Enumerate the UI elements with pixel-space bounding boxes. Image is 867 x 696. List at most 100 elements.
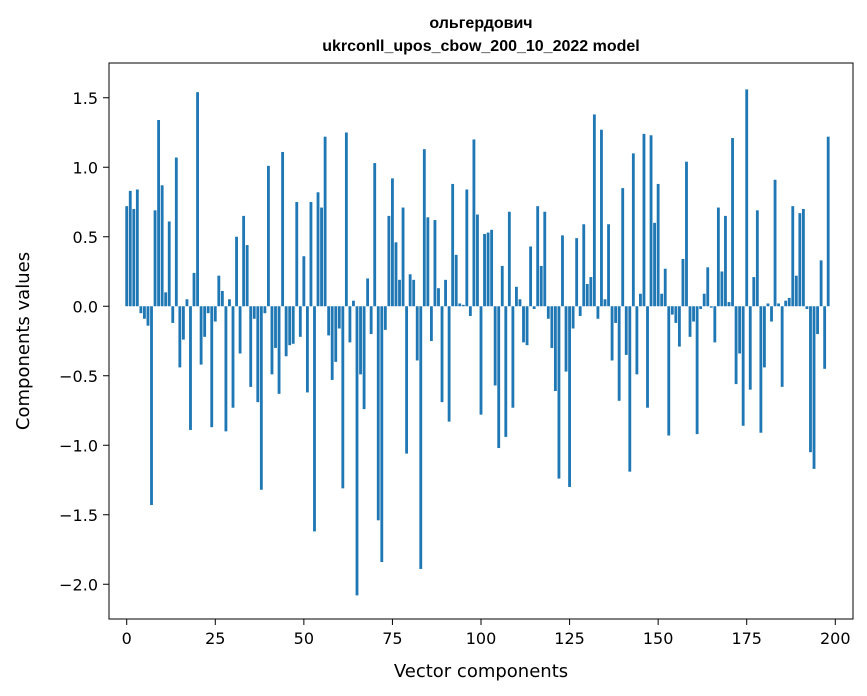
bar-60 [337,306,341,329]
bar-158 [685,161,688,307]
bar-148 [649,135,653,307]
bar-180 [763,306,766,368]
bar-5 [143,306,146,319]
bar-126 [571,306,575,329]
bar-91 [447,306,451,422]
bar-51 [305,306,309,393]
bar-26 [217,275,221,307]
y-tick-label: 0.0 [73,297,98,316]
bar-93 [454,254,458,307]
bar-162 [699,306,703,310]
bar-13 [171,306,175,323]
bar-11 [164,292,168,307]
bar-157 [681,258,685,307]
bar-172 [734,306,738,385]
bar-39 [263,306,267,314]
bar-109 [511,306,515,408]
bar-12 [167,221,171,307]
bar-38 [259,306,263,490]
bar-124 [564,306,568,372]
bar-127 [575,238,579,307]
bar-72 [380,306,384,563]
bar-59 [334,306,338,362]
bar-101 [483,233,486,307]
bar-14 [174,157,178,307]
bar-138 [614,306,618,323]
bar-132 [592,114,596,307]
bar-165 [709,306,713,308]
bar-86 [429,306,433,341]
bar-153 [667,306,671,436]
bar-155 [674,306,678,323]
bar-29 [228,299,231,307]
bar-85 [426,217,430,307]
bar-42 [274,306,277,348]
bar-123 [561,235,564,307]
bar-8 [153,210,157,307]
x-tick-label: 150 [643,629,674,648]
bar-113 [525,306,529,346]
x-axis-ticks: 0 25 50 75 100 125 150 175 200 [122,619,851,648]
bar-89 [440,306,444,403]
bar-30 [231,306,235,408]
bar-170 [727,302,731,307]
bar-76 [394,242,398,307]
bar-35 [249,306,253,387]
y-tick-label: −2.0 [59,575,98,594]
bar-9 [157,119,161,307]
bar-71 [376,306,380,521]
bar-150 [656,183,660,307]
bar-179 [759,306,763,433]
bar-46 [288,306,292,346]
bar-73 [383,306,387,330]
bar-83 [419,306,423,569]
chart-title: ольгердович [429,15,532,32]
bar-119 [546,306,550,319]
bar-88 [437,288,440,307]
bar-21 [199,306,203,365]
bar-54 [316,192,320,307]
bar-84 [422,149,426,307]
bar-15 [178,306,182,368]
y-tick-label: 1.0 [73,158,98,177]
y-tick-label: −1.0 [59,436,98,455]
bar-171 [731,138,734,307]
bar-166 [713,306,717,343]
bar-69 [369,306,373,335]
bar-34 [245,245,249,307]
bar-122 [557,306,561,479]
bar-159 [688,306,692,337]
bar-193 [809,306,812,453]
bar-20 [196,92,199,307]
bar-61 [341,306,345,489]
chart-subtitle: ukrconll_upos_cbow_200_10_2022 model [322,38,639,55]
bar-58 [330,306,334,380]
bar-149 [653,222,657,307]
bar-44 [281,151,285,307]
bar-2 [132,208,136,307]
bar-185 [780,306,784,387]
bar-137 [610,306,614,361]
bar-19 [192,272,196,307]
bar-139 [617,306,621,401]
bar-3 [135,189,139,307]
bar-37 [256,306,260,403]
bar-128 [578,306,582,316]
bar-47 [291,306,295,344]
bar-190 [798,213,802,307]
bar-156 [677,306,681,347]
x-tick-label: 200 [820,629,851,648]
bar-92 [451,183,455,307]
bar-10 [160,185,164,307]
bar-50 [302,256,306,307]
bar-27 [220,290,224,307]
bar-133 [596,306,600,319]
bar-82 [415,306,419,361]
bar-55 [320,207,323,307]
bar-143 [631,153,635,307]
bar-121 [553,306,557,392]
bar-163 [702,293,706,307]
bar-110 [515,286,518,307]
y-tick-label: 1.5 [73,89,98,108]
